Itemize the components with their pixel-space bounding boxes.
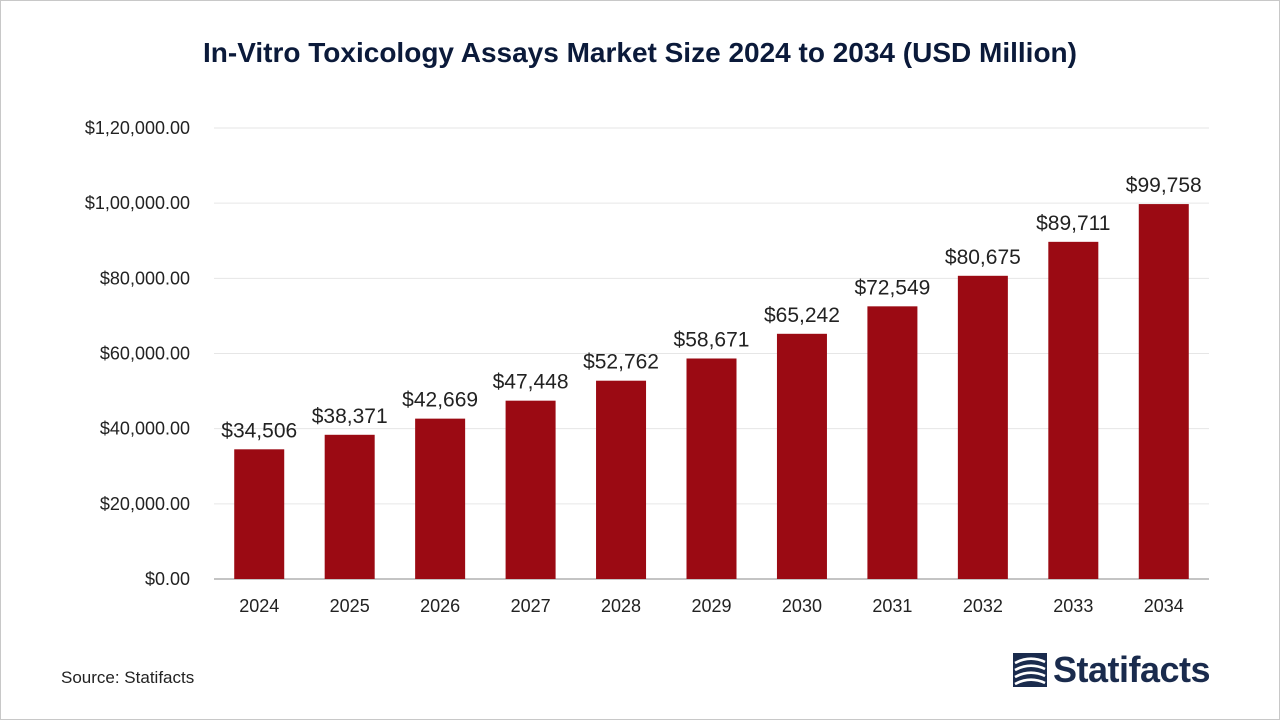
x-tick-label: 2031 [872, 596, 912, 616]
bar [686, 358, 737, 579]
x-tick-label: 2032 [963, 596, 1003, 616]
data-label: $42,669 [402, 389, 478, 412]
bar [776, 333, 827, 579]
x-tick-label: 2029 [691, 596, 731, 616]
data-label: $34,506 [221, 419, 297, 442]
bar [867, 306, 918, 579]
bar-chart: $0.00 $20,000.00 $40,000.00 $60,000.00 $80,0… [85, 118, 1209, 616]
bar [415, 418, 466, 579]
bar [324, 434, 375, 579]
y-tick-label: $1,00,000.00 [85, 193, 190, 213]
x-tick-label: 2025 [330, 596, 370, 616]
data-label: $58,671 [674, 328, 750, 351]
bar [505, 400, 556, 579]
x-tick-label: 2034 [1144, 596, 1184, 616]
y-tick-label: $40,000.00 [100, 419, 190, 439]
source-note: Source: Statifacts [61, 668, 195, 687]
data-label: $72,549 [854, 276, 930, 299]
bar [1048, 241, 1099, 579]
y-tick-label: $20,000.00 [100, 494, 190, 514]
bar [234, 449, 285, 579]
bar [596, 380, 647, 579]
y-tick-label: $60,000.00 [100, 344, 190, 364]
data-label: $99,758 [1126, 174, 1202, 197]
x-tick-label: 2026 [420, 596, 460, 616]
bar [1138, 204, 1189, 580]
data-label: $65,242 [764, 304, 840, 327]
chart-title: In-Vitro Toxicology Assays Market Size 2… [203, 37, 1077, 68]
data-label: $38,371 [312, 405, 388, 428]
brand-name: Statifacts [1053, 649, 1211, 690]
data-label: $47,448 [493, 371, 569, 394]
data-label: $52,762 [583, 351, 659, 374]
y-tick-label: $1,20,000.00 [85, 118, 190, 138]
y-tick-label: $80,000.00 [100, 268, 190, 288]
data-label: $89,711 [1036, 212, 1110, 235]
data-label: $80,675 [945, 246, 1021, 269]
bar [957, 275, 1008, 579]
statifacts-logo-icon [1013, 653, 1047, 687]
x-tick-label: 2030 [782, 596, 822, 616]
x-tick-label: 2028 [601, 596, 641, 616]
brand-logo: Statifacts [1013, 649, 1211, 691]
x-tick-label: 2033 [1053, 596, 1093, 616]
y-tick-label: $0.00 [145, 569, 190, 589]
x-tick-label: 2024 [239, 596, 279, 616]
x-tick-label: 2027 [511, 596, 551, 616]
